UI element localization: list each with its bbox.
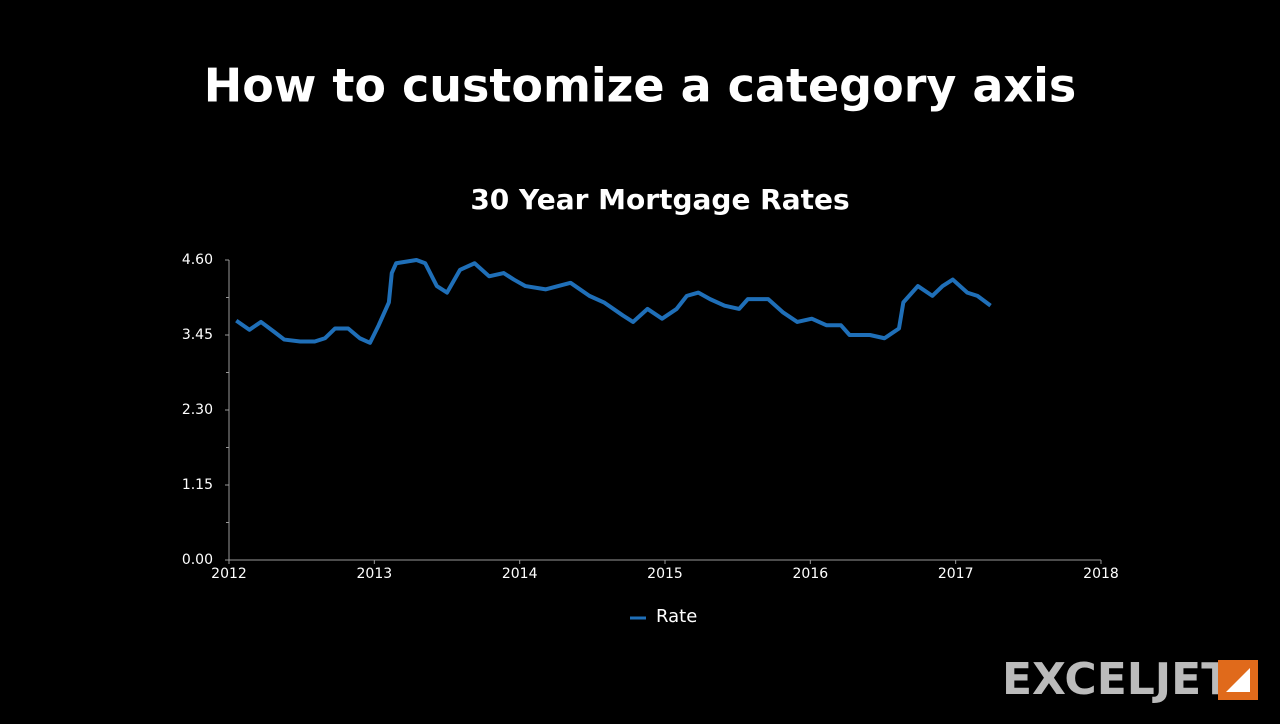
chart-title: 30 Year Mortgage Rates: [470, 183, 849, 216]
logo: EXCELJET: [1002, 654, 1258, 705]
x-tick-label: 2018: [1083, 566, 1119, 582]
logo-arrow: [1226, 668, 1250, 692]
y-tick-label: 4.60: [182, 252, 213, 268]
x-tick-label: 2013: [357, 566, 393, 582]
slide-title: How to customize a category axis: [204, 59, 1077, 113]
x-tick-label: 2016: [793, 566, 829, 582]
x-tick-label: 2012: [211, 566, 247, 582]
y-tick-label: 0.00: [182, 552, 213, 568]
logo-text: EXCELJET: [1002, 654, 1231, 705]
x-tick-label: 2014: [502, 566, 538, 582]
x-tick-label: 2017: [938, 566, 974, 582]
legend-label: Rate: [656, 606, 697, 627]
x-tick-label: 2015: [647, 566, 683, 582]
y-tick-label: 1.15: [182, 477, 213, 493]
rate-line: [235, 258, 992, 345]
y-tick-label: 2.30: [182, 402, 213, 418]
y-tick-label: 3.45: [182, 327, 213, 343]
